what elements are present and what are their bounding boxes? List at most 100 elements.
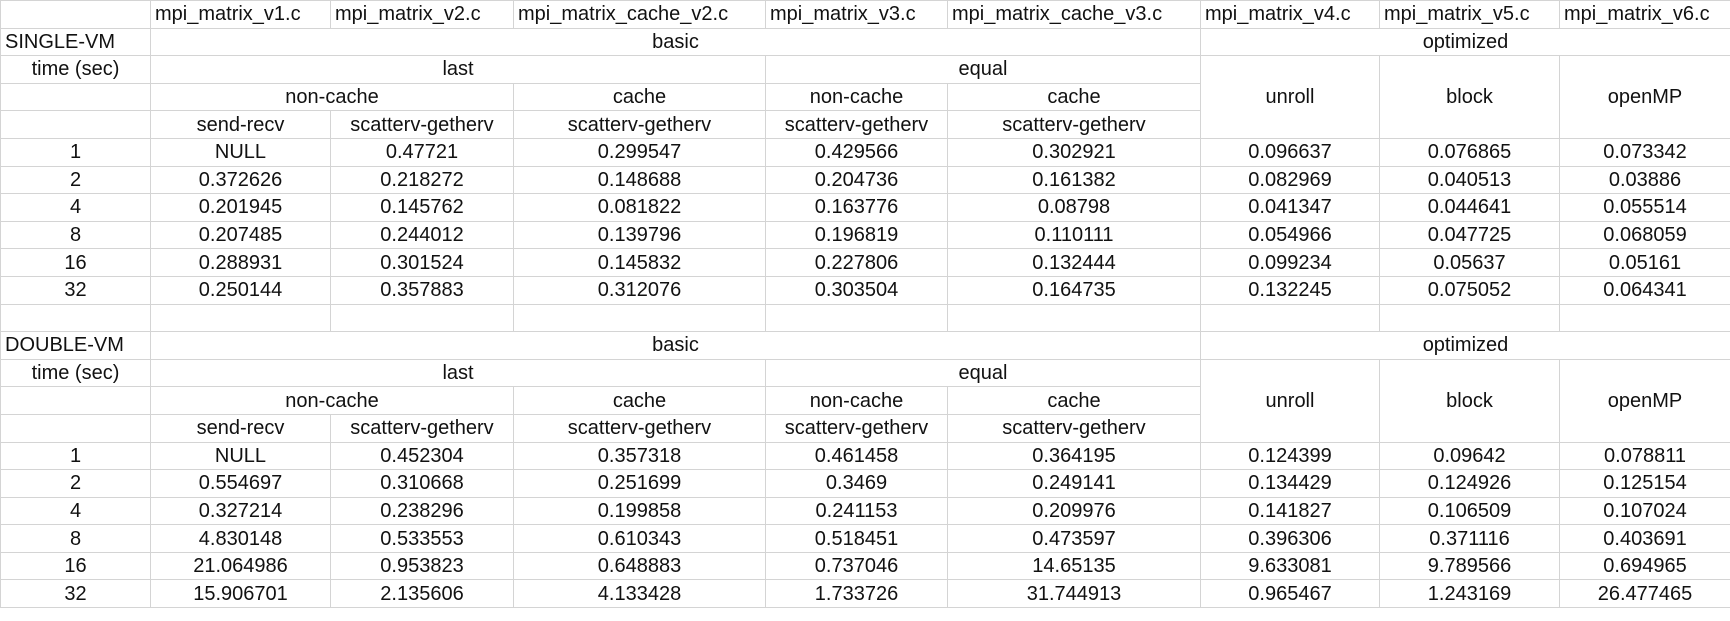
time-value-cell[interactable]: 0.05637 — [1379, 248, 1560, 277]
time-value-cell[interactable]: 0.145832 — [513, 248, 766, 277]
time-value-cell[interactable]: 0.099234 — [1200, 248, 1380, 277]
cache-header-cell[interactable]: cache — [513, 386, 766, 415]
time-value-cell[interactable]: 0.207485 — [150, 220, 331, 250]
time-value-cell[interactable]: 0.076865 — [1379, 137, 1560, 167]
time-value-cell[interactable]: 0.047725 — [1379, 220, 1560, 250]
time-value-cell[interactable]: 0.068059 — [1559, 220, 1730, 250]
time-value-cell[interactable]: 0.310668 — [330, 469, 514, 498]
empty-cell[interactable] — [1559, 303, 1730, 333]
process-count-cell[interactable]: 4 — [0, 193, 151, 222]
time-value-cell[interactable]: 0.134429 — [1200, 469, 1380, 498]
empty-cell[interactable] — [0, 82, 151, 112]
time-value-cell[interactable]: 0.965467 — [1200, 579, 1380, 609]
time-value-cell[interactable]: NULL — [150, 137, 331, 167]
time-value-cell[interactable]: 0.044641 — [1379, 193, 1560, 222]
time-value-cell[interactable]: 0.139796 — [513, 220, 766, 250]
cache-header-cell[interactable]: cache — [513, 82, 766, 112]
time-value-cell[interactable]: 1.733726 — [765, 579, 948, 609]
time-value-cell[interactable]: 0.161382 — [947, 165, 1201, 195]
group-basic-cell[interactable]: basic — [150, 27, 1201, 57]
time-value-cell[interactable]: 0.110111 — [947, 220, 1201, 250]
time-value-cell[interactable]: 0.694965 — [1559, 551, 1730, 581]
noncache-header-cell[interactable]: non-cache — [765, 82, 948, 112]
time-value-cell[interactable]: 0.371116 — [1379, 524, 1560, 553]
time-value-cell[interactable]: 0.429566 — [765, 137, 948, 167]
unroll-header-cell[interactable]: unroll — [1200, 358, 1380, 443]
file-name-cell[interactable]: mpi_matrix_v3.c — [765, 0, 948, 29]
time-value-cell[interactable]: 0.064341 — [1559, 275, 1730, 305]
file-name-cell[interactable]: mpi_matrix_v5.c — [1379, 0, 1560, 29]
process-count-cell[interactable]: 16 — [0, 248, 151, 277]
time-value-cell[interactable]: 0.372626 — [150, 165, 331, 195]
empty-cell[interactable] — [0, 0, 151, 29]
time-value-cell[interactable]: 0.081822 — [513, 193, 766, 222]
method-header-cell[interactable]: send-recv — [150, 413, 331, 443]
time-value-cell[interactable]: 0.364195 — [947, 441, 1201, 471]
process-count-cell[interactable]: 8 — [0, 524, 151, 553]
time-value-cell[interactable]: 0.204736 — [765, 165, 948, 195]
empty-cell[interactable] — [0, 110, 151, 139]
file-name-cell[interactable]: mpi_matrix_v6.c — [1559, 0, 1730, 29]
time-value-cell[interactable]: 0.461458 — [765, 441, 948, 471]
time-value-cell[interactable]: 9.789566 — [1379, 551, 1560, 581]
process-count-cell[interactable]: 2 — [0, 165, 151, 195]
time-value-cell[interactable]: 0.299547 — [513, 137, 766, 167]
time-value-cell[interactable]: 0.201945 — [150, 193, 331, 222]
process-count-cell[interactable]: 1 — [0, 137, 151, 167]
empty-cell[interactable] — [150, 303, 331, 333]
time-value-cell[interactable]: 0.301524 — [330, 248, 514, 277]
process-count-cell[interactable]: 32 — [0, 275, 151, 305]
time-value-cell[interactable]: 0.533553 — [330, 524, 514, 553]
process-count-cell[interactable]: 8 — [0, 220, 151, 250]
time-value-cell[interactable]: 1.243169 — [1379, 579, 1560, 609]
empty-cell[interactable] — [1379, 303, 1560, 333]
time-value-cell[interactable]: 0.303504 — [765, 275, 948, 305]
time-value-cell[interactable]: 0.3469 — [765, 469, 948, 498]
section-title-cell[interactable]: SINGLE-VM — [0, 27, 151, 57]
time-value-cell[interactable]: 0.054966 — [1200, 220, 1380, 250]
empty-cell[interactable] — [765, 303, 948, 333]
time-value-cell[interactable]: 0.141827 — [1200, 496, 1380, 526]
group-optimized-cell[interactable]: optimized — [1200, 27, 1730, 57]
openmp-header-cell[interactable]: openMP — [1559, 55, 1730, 139]
time-value-cell[interactable]: 0.357883 — [330, 275, 514, 305]
noncache-header-cell[interactable]: non-cache — [150, 82, 514, 112]
time-value-cell[interactable]: 0.327214 — [150, 496, 331, 526]
section-title-cell[interactable]: DOUBLE-VM — [0, 331, 151, 360]
method-header-cell[interactable]: scatterv-getherv — [513, 413, 766, 443]
openmp-header-cell[interactable]: openMP — [1559, 358, 1730, 443]
time-value-cell[interactable]: 0.096637 — [1200, 137, 1380, 167]
time-value-cell[interactable]: 0.610343 — [513, 524, 766, 553]
time-value-cell[interactable]: 0.05161 — [1559, 248, 1730, 277]
empty-cell[interactable] — [0, 303, 151, 333]
process-count-cell[interactable]: 16 — [0, 551, 151, 581]
group-last-cell[interactable]: last — [150, 55, 766, 84]
time-value-cell[interactable]: 0.124926 — [1379, 469, 1560, 498]
time-value-cell[interactable]: 26.477465 — [1559, 579, 1730, 609]
file-name-cell[interactable]: mpi_matrix_cache_v3.c — [947, 0, 1201, 29]
cache-header-cell[interactable]: cache — [947, 386, 1201, 415]
block-header-cell[interactable]: block — [1379, 358, 1560, 443]
time-value-cell[interactable]: 0.312076 — [513, 275, 766, 305]
noncache-header-cell[interactable]: non-cache — [150, 386, 514, 415]
time-value-cell[interactable]: 0.08798 — [947, 193, 1201, 222]
time-value-cell[interactable]: 0.452304 — [330, 441, 514, 471]
time-label-cell[interactable]: time (sec) — [0, 358, 151, 388]
time-value-cell[interactable]: 0.107024 — [1559, 496, 1730, 526]
method-header-cell[interactable]: scatterv-getherv — [330, 413, 514, 443]
time-value-cell[interactable]: 0.148688 — [513, 165, 766, 195]
file-name-cell[interactable]: mpi_matrix_v2.c — [330, 0, 514, 29]
process-count-cell[interactable]: 4 — [0, 496, 151, 526]
time-value-cell[interactable]: 0.249141 — [947, 469, 1201, 498]
time-value-cell[interactable]: 0.737046 — [765, 551, 948, 581]
time-value-cell[interactable]: 0.47721 — [330, 137, 514, 167]
time-value-cell[interactable]: 0.164735 — [947, 275, 1201, 305]
time-value-cell[interactable]: 0.145762 — [330, 193, 514, 222]
time-value-cell[interactable]: 0.241153 — [765, 496, 948, 526]
time-value-cell[interactable]: 15.906701 — [150, 579, 331, 609]
time-value-cell[interactable]: 0.396306 — [1200, 524, 1380, 553]
time-value-cell[interactable]: 0.040513 — [1379, 165, 1560, 195]
time-value-cell[interactable]: 0.106509 — [1379, 496, 1560, 526]
time-value-cell[interactable]: 0.250144 — [150, 275, 331, 305]
time-value-cell[interactable]: 0.209976 — [947, 496, 1201, 526]
